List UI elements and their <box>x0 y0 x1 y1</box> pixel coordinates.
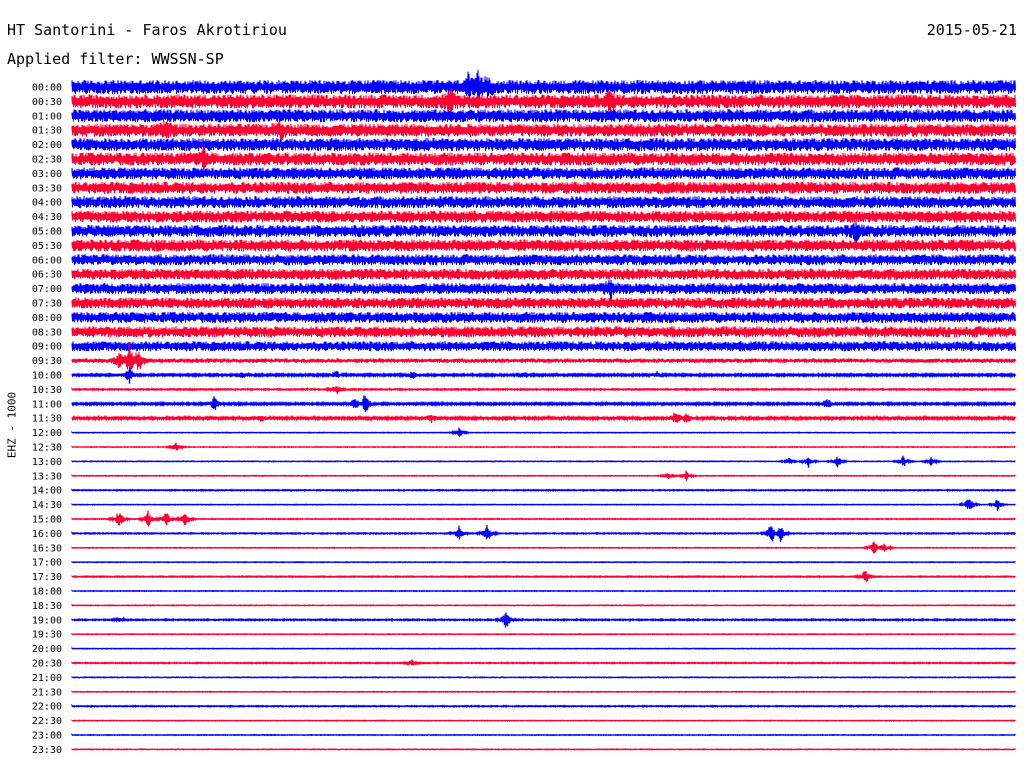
time-tick-label: 19:00 <box>32 615 62 626</box>
time-tick-label: 11:30 <box>32 414 62 425</box>
time-tick-label: 21:30 <box>32 687 62 698</box>
seismic-trace <box>71 510 1016 527</box>
seismic-trace <box>71 748 1016 751</box>
time-tick-label: 01:00 <box>32 111 62 122</box>
seismic-trace <box>71 719 1016 722</box>
time-tick-label: 08:00 <box>32 313 62 324</box>
seismic-trace <box>71 427 1016 437</box>
time-tick-label: 13:00 <box>32 457 62 468</box>
seismic-trace <box>71 455 1016 468</box>
time-tick-label: 04:00 <box>32 198 62 209</box>
time-tick-label: 03:00 <box>32 169 62 180</box>
time-tick-label: 06:00 <box>32 255 62 266</box>
time-tick-label: 11:00 <box>32 399 62 410</box>
seismic-trace <box>71 144 1016 170</box>
seismic-trace <box>71 524 1016 543</box>
seismic-trace <box>71 499 1016 511</box>
seismic-trace <box>71 412 1017 423</box>
time-tick-label: 19:30 <box>32 630 62 641</box>
date-label: 2015-05-21 <box>926 21 1017 39</box>
seismic-trace <box>71 326 1016 338</box>
time-tick-label: 20:30 <box>32 659 62 670</box>
seismic-trace <box>71 254 1016 266</box>
time-tick-label: 18:00 <box>32 587 62 598</box>
seismic-trace <box>71 167 1016 180</box>
seismic-trace <box>71 646 1016 650</box>
seismic-trace <box>71 659 1017 667</box>
time-tick-label: 01:30 <box>32 126 62 137</box>
time-tick-label: 00:00 <box>32 83 62 94</box>
seismic-trace <box>71 442 1016 451</box>
seismic-trace <box>71 210 1016 223</box>
seismic-trace <box>71 368 1017 384</box>
seismic-trace <box>71 239 1016 252</box>
seismic-trace <box>71 386 1017 395</box>
seismic-trace <box>71 341 1016 352</box>
time-tick-label: 14:30 <box>32 500 62 511</box>
time-tick-label: 20:00 <box>32 644 62 655</box>
seismic-trace <box>71 341 1016 380</box>
seismic-trace <box>71 311 1016 323</box>
seismic-trace <box>71 297 1016 309</box>
time-tick-label: 18:30 <box>32 601 62 612</box>
time-tick-label: 23:30 <box>32 745 62 756</box>
seismic-trace <box>71 589 1016 593</box>
time-tick-label: 00:30 <box>32 97 62 108</box>
seismic-trace <box>71 541 1016 554</box>
time-tick-label: 02:00 <box>32 140 62 151</box>
seismic-trace <box>71 676 1016 679</box>
seismic-trace <box>71 570 1016 582</box>
seismic-trace <box>71 279 1016 300</box>
seismic-trace <box>71 690 1016 694</box>
time-tick-label: 10:30 <box>32 385 62 396</box>
time-tick-label: 14:00 <box>32 486 62 497</box>
time-tick-label: 16:00 <box>32 529 62 540</box>
seismic-trace <box>71 470 1016 481</box>
time-tick-label: 17:30 <box>32 572 62 583</box>
seismic-trace <box>71 703 1017 709</box>
seismic-trace <box>71 603 1016 607</box>
time-tick-label: 23:00 <box>32 731 62 742</box>
time-tick-label: 09:30 <box>32 356 62 367</box>
seismic-trace <box>71 109 1016 123</box>
seismic-trace <box>71 488 1016 493</box>
time-tick-label: 12:30 <box>32 443 62 454</box>
seismic-trace <box>71 121 1016 141</box>
seismic-trace <box>71 632 1016 636</box>
seismic-trace <box>71 221 1016 246</box>
seismic-trace <box>71 612 1016 628</box>
seismic-trace <box>71 181 1016 194</box>
time-tick-label: 05:30 <box>32 241 62 252</box>
seismic-trace <box>71 69 1016 100</box>
filter-label: Applied filter: WWSSN-SP <box>7 50 224 68</box>
time-tick-label: 03:30 <box>32 183 62 194</box>
time-tick-label: 16:30 <box>32 543 62 554</box>
time-tick-label: 02:30 <box>32 155 62 166</box>
time-tick-label: 13:30 <box>32 471 62 482</box>
time-tick-label: 09:00 <box>32 342 62 353</box>
time-tick-label: 07:30 <box>32 299 62 310</box>
time-tick-label: 07:00 <box>32 284 62 295</box>
time-tick-label: 17:00 <box>32 558 62 569</box>
seismic-trace <box>71 196 1016 209</box>
seismic-trace <box>71 733 1016 737</box>
seismic-trace <box>71 138 1016 152</box>
time-tick-label: 21:00 <box>32 673 62 684</box>
seismic-trace <box>71 268 1016 280</box>
seismic-trace <box>71 89 1016 115</box>
time-tick-label: 05:00 <box>32 227 62 238</box>
time-tick-label: 15:00 <box>32 515 62 526</box>
time-tick-label: 04:30 <box>32 212 62 223</box>
seismic-trace <box>71 395 1017 412</box>
time-tick-label: 12:00 <box>32 428 62 439</box>
station-title: HT Santorini - Faros Akrotiriou <box>7 21 287 39</box>
time-tick-label: 22:30 <box>32 716 62 727</box>
time-tick-label: 22:00 <box>32 702 62 713</box>
time-tick-label: 06:30 <box>32 270 62 281</box>
time-tick-label: 10:00 <box>32 371 62 382</box>
seismic-trace <box>71 560 1016 564</box>
time-tick-label: 08:30 <box>32 327 62 338</box>
